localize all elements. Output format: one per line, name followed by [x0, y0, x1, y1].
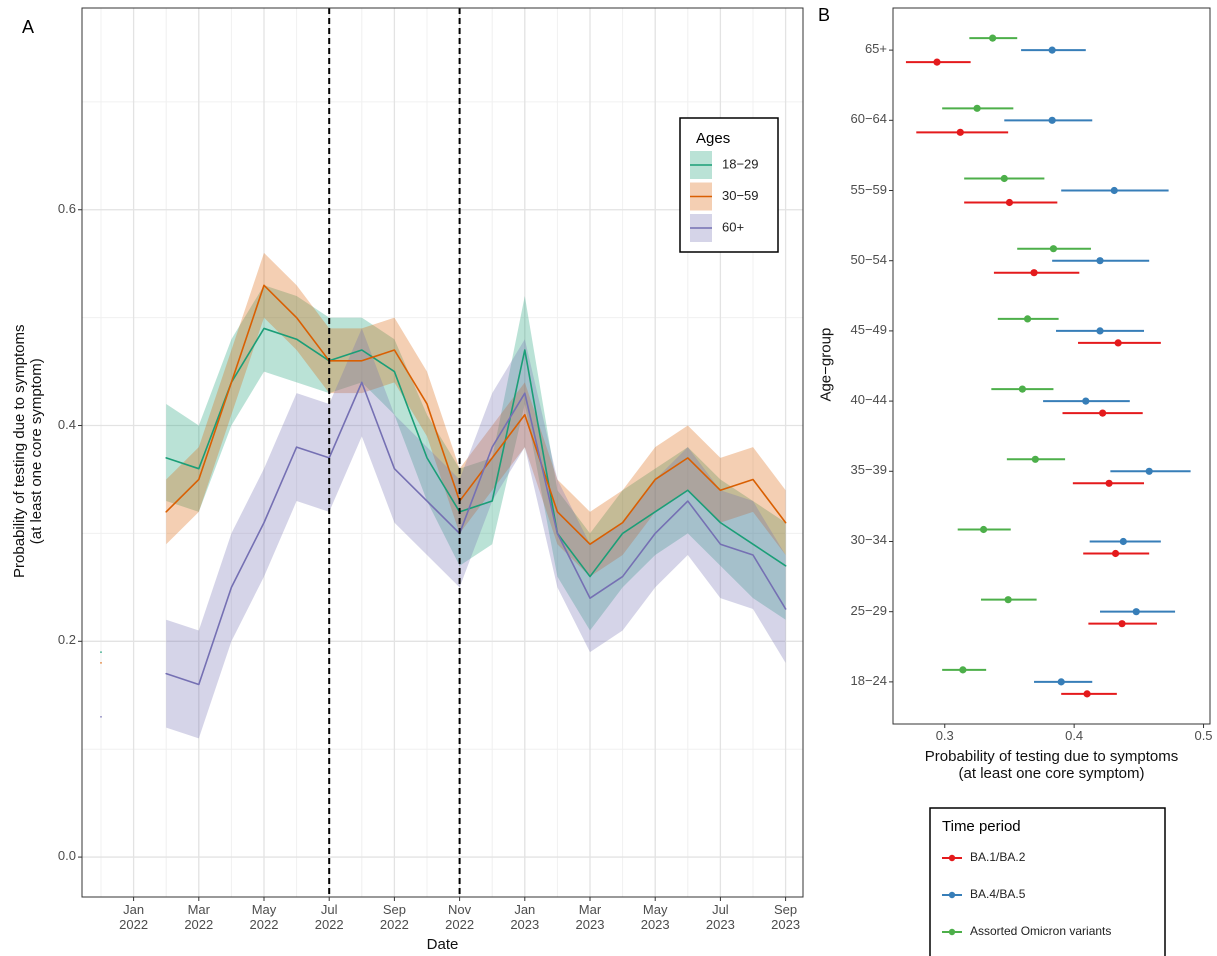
legend-title: Time period [942, 818, 1021, 835]
legend-box [679, 117, 779, 253]
ribbon [166, 328, 786, 739]
point [1105, 479, 1113, 487]
point [1119, 537, 1127, 546]
x-tick-label: 0.5 [1194, 728, 1213, 743]
y-tick-label: 0.6 [57, 200, 76, 216]
point [1048, 46, 1056, 54]
legend-title: Ages [696, 130, 730, 147]
point [1082, 397, 1090, 405]
point [1111, 549, 1120, 558]
point [1031, 455, 1039, 463]
y-tick-label: 50−54 [850, 251, 887, 267]
x-axis-title: Probability of testing due to symptoms (… [924, 748, 1179, 783]
x-tick-label: May 2023 [640, 902, 670, 932]
point [933, 58, 941, 66]
y-tick-label: 18−24 [850, 672, 887, 688]
x-tick-label: Jul 2022 [314, 902, 344, 932]
series-line [165, 327, 787, 578]
point [1023, 315, 1032, 323]
series-line [165, 381, 787, 686]
point [959, 666, 967, 674]
y-tick-label: 65+ [864, 41, 887, 57]
point [979, 525, 988, 534]
point [1132, 608, 1140, 616]
y-tick-label: 55−59 [850, 181, 887, 197]
point [973, 104, 981, 112]
plot-border [81, 7, 804, 898]
panel-a: Ages 18−29 30−59 60+ A [22, 7, 804, 901]
legend-dot [948, 854, 956, 862]
plot-border [892, 7, 1211, 725]
x-axis-title: Date [426, 936, 459, 953]
point [1030, 269, 1038, 277]
point [956, 128, 964, 136]
x-tick-label: 0.3 [935, 728, 954, 743]
point [1018, 385, 1026, 393]
y-tick-label: 25−29 [850, 602, 887, 618]
ribbon [166, 252, 786, 577]
x-tick-label: Jan 2023 [510, 902, 540, 932]
y-tick-label: 0.2 [57, 632, 76, 648]
legend-dot [948, 891, 956, 899]
point [1005, 198, 1014, 207]
legend-label: 30−59 [722, 188, 759, 203]
point [1049, 245, 1058, 253]
panel-label: A [22, 17, 34, 37]
x-tick-label: Sep 2022 [379, 902, 409, 932]
point [1096, 327, 1104, 335]
point [1099, 409, 1107, 417]
x-tick-label: May 2022 [249, 902, 279, 932]
y-tick-label: 0.4 [57, 416, 76, 432]
x-tick-label: 0.4 [1065, 728, 1084, 743]
point [1000, 174, 1008, 183]
x-tick-label: Nov 2022 [445, 902, 475, 932]
y-axis-title: Age−group [817, 327, 835, 402]
point [1004, 596, 1012, 604]
y-tick-label: 30−34 [850, 532, 887, 548]
point [989, 34, 997, 42]
point [1114, 339, 1122, 347]
series-line [165, 284, 787, 546]
y-tick-label: 0.0 [57, 848, 76, 864]
ribbon [166, 285, 786, 631]
y-tick-label: 60−64 [850, 111, 887, 127]
x-tick-label: Jan 2022 [119, 902, 149, 932]
x-tick-label: Mar 2023 [575, 902, 605, 932]
point [1110, 186, 1118, 195]
x-tick-label: Jul 2023 [705, 902, 735, 932]
y-tick-label: 35−39 [850, 462, 887, 478]
y-tick-label: 40−44 [850, 392, 887, 408]
point [1048, 116, 1056, 124]
legend-label: Assorted Omicron variants [970, 924, 1111, 938]
y-axis-title: Probability of testing due to symptoms (… [10, 324, 45, 578]
legend-label: 18−29 [722, 156, 759, 171]
y-tick-label: 45−49 [850, 321, 887, 337]
point [1083, 690, 1091, 698]
panel-b: B Time period BA.1/BA.2 BA.4/BA.5 Assorted O… [818, 5, 1211, 956]
x-tick-label: Mar 2022 [184, 902, 214, 932]
x-tick-label: Sep 2023 [771, 902, 801, 932]
point [1057, 678, 1065, 686]
panel-label: B [818, 5, 830, 25]
legend-box [929, 807, 1166, 956]
point [1118, 620, 1126, 628]
legend-label: BA.1/BA.2 [970, 850, 1026, 864]
point [1145, 467, 1153, 475]
legend-dot [948, 928, 956, 936]
legend-label: BA.4/BA.5 [970, 887, 1026, 901]
legend-label: 60+ [722, 219, 744, 234]
point [1096, 257, 1104, 265]
